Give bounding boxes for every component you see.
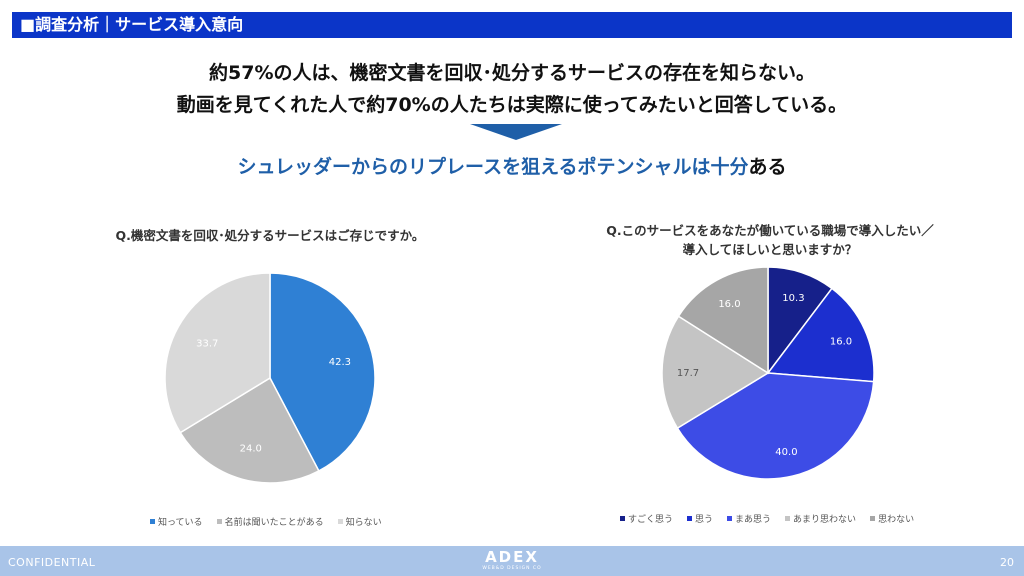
chart2-data-label-3: 17.7 [677, 368, 699, 379]
section-header: ■調査分析｜サービス導入意向 [12, 12, 1012, 38]
chart1-legend-item: 知っている [150, 515, 203, 528]
chart1-data-label-0: 42.3 [329, 357, 351, 368]
confidential-label: CONFIDENTIAL [8, 556, 96, 569]
chart2-title-line2: 導入してほしいと思いますか？ [682, 242, 858, 257]
headline-line-1: 約57%の人は、機密文書を回収･処分するサービスの存在を知らない。 [209, 62, 815, 84]
conclusion-suffix: ある [748, 156, 787, 178]
chart2-data-label-0: 10.3 [782, 293, 804, 304]
chart2-slice-1 [766, 287, 875, 383]
chart2-title-line1: Q.このサービスをあなたが働いている職場で導入したい／ [606, 223, 934, 238]
chart1-slice-2 [164, 272, 271, 434]
chart1-legend-swatch [337, 519, 343, 524]
page-number: 20 [1000, 556, 1014, 569]
chart2-slice-2 [676, 372, 875, 480]
logo-text: ADEX [485, 548, 539, 566]
chart1-legend-item: 知らない [337, 515, 382, 528]
chart1-data-label-1: 24.0 [240, 443, 262, 454]
down-arrow-icon [470, 124, 562, 140]
conclusion-text: シュレッダーからのリプレースを狙えるポテンシャルは十分ある [0, 152, 1024, 179]
chart1-data-label-2: 33.7 [196, 339, 218, 350]
chart2-legend-item: あまり思わない [785, 512, 856, 525]
chart1-legend-swatch [150, 519, 155, 524]
company-logo: ADEX WEB&D DESIGN CO [462, 548, 562, 571]
chart2-legend-label: まあ思う [735, 515, 772, 525]
chart1-legend-label: 名前は聞いたことがある [224, 518, 324, 528]
chart2-legend: すごく思う 思う まあ思う あまり思わない 思わない [620, 512, 914, 525]
chart2-legend-item: 思わない [870, 512, 914, 525]
chart2-legend-label: すごく思う [628, 515, 674, 525]
chart2-legend-item: すごく思う [620, 512, 673, 525]
chart1-legend: 知っている 名前は聞いたことがある 知らない [150, 515, 382, 528]
conclusion-highlight: シュレッダーからのリプレースを狙えるポテンシャルは十分 [237, 156, 749, 178]
chart2-title: Q.このサービスをあなたが働いている職場で導入したい／ 導入してほしいと思います… [560, 221, 980, 259]
chart1-slice-1 [179, 376, 320, 484]
chart2-legend-swatch [785, 516, 791, 521]
chart2-legend-swatch [620, 516, 625, 521]
chart2-data-label-1: 16.0 [830, 336, 852, 347]
chart1-legend-label: 知っている [158, 518, 203, 528]
chart2-legend-swatch [727, 516, 733, 521]
chart2-data-label-4: 16.0 [718, 299, 740, 310]
chart2-legend-swatch [870, 516, 876, 521]
chart2-data-label-2: 40.0 [775, 447, 797, 458]
chart2-legend-item: 思う [687, 512, 713, 525]
chart1-legend-label: 知らない [345, 518, 382, 528]
chart2-slice-3 [661, 315, 770, 430]
headline-line-2: 動画を見てくれた人で約70%の人たちは実際に使ってみたいと回答している。 [176, 94, 848, 116]
chart2-legend-swatch [687, 516, 693, 521]
chart2-slice-4 [677, 266, 769, 375]
chart1-title: Q.機密文書を回収･処分するサービスはご存じですか。 [115, 228, 425, 243]
chart2-legend-label: あまり思わない [793, 515, 857, 525]
logo-subtext: WEB&D DESIGN CO [482, 566, 542, 571]
chart2-legend-label: 思う [695, 515, 714, 525]
footer-bar: CONFIDENTIAL ADEX WEB&D DESIGN CO 20 [0, 546, 1024, 576]
section-title: ■調査分析｜サービス導入意向 [20, 15, 244, 34]
chart1-slice-0 [269, 272, 376, 472]
chart2-legend-item: まあ思う [727, 512, 771, 525]
chart1-legend-item: 名前は聞いたことがある [216, 515, 324, 528]
chart1-legend-swatch [216, 519, 222, 524]
chart2-legend-label: 思わない [878, 515, 915, 525]
